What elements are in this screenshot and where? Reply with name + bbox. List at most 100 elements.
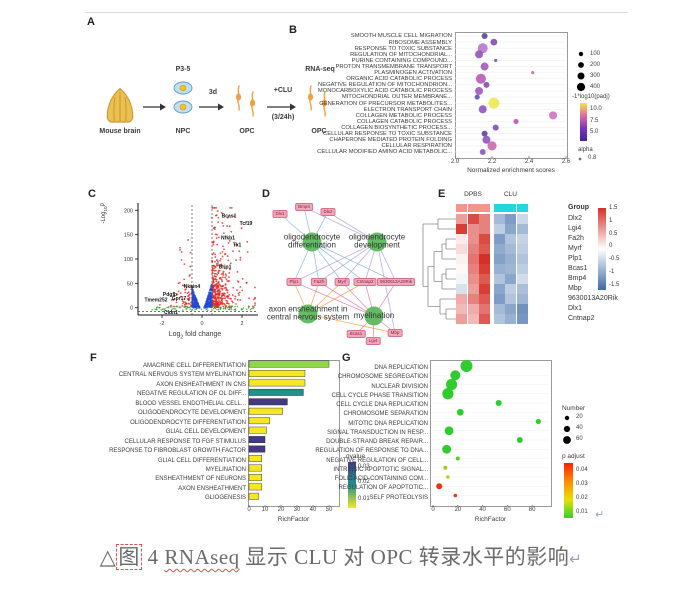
panel-g-xtick: 60 [504, 507, 511, 513]
group-annotation-cell [479, 204, 490, 212]
qvalue-legend-title: qvalue [346, 453, 366, 460]
richfactor-dot [442, 444, 452, 454]
svg-text:150: 150 [124, 233, 133, 239]
colorbar-tick: 7.5 [590, 118, 599, 124]
enrichment-term-label: REGULATION OF MITOCHONDRIAL... [350, 51, 452, 58]
step-label-opc-2: OPC [311, 128, 327, 135]
richfactor-dot [495, 400, 502, 406]
svg-text:50: 50 [127, 281, 133, 287]
volcano-gene-label: Nkain4 [184, 284, 201, 290]
arrow-icon [267, 103, 296, 111]
enrichment-dot [481, 33, 488, 39]
richfactor-dot [535, 418, 541, 425]
panel-a-label: A [87, 16, 95, 28]
step-label-mouse-brain: Mouse brain [99, 128, 141, 135]
heatmap-cell [456, 304, 467, 314]
go-term-node [302, 232, 322, 252]
enrichment-dot [487, 141, 497, 151]
size-legend-value: 100 [590, 51, 601, 57]
panel-f-xtick: 30 [293, 507, 301, 513]
panel-f-barchart: F AMACRINE CELL DIFFERENTIATION CENTRAL N… [88, 350, 388, 528]
arrow-icon [199, 103, 224, 111]
heatmap-cell [456, 294, 467, 304]
group-annotation-cell [456, 204, 467, 212]
heatmap-row-label: Lgi4 [568, 225, 582, 232]
pathway-label: AXON ENSHEATHMENT [178, 485, 246, 492]
pathway-label: NEGATIVE REGULATION OF OL DIFF... [137, 391, 246, 398]
volcano-gene-label: Cldn1 [164, 310, 178, 316]
annotation-3d: 3d [208, 89, 218, 96]
heatmap-cell [505, 264, 516, 274]
panel-f-xtick: 10 [261, 507, 269, 513]
caption-return-mark: ↵ [569, 550, 583, 568]
heatmap-cell [479, 294, 490, 304]
panel-b-label: B [289, 24, 297, 36]
richfactor-dot [446, 475, 450, 479]
heatmap-cell [516, 264, 528, 274]
group-annotation-cell [467, 204, 479, 212]
enrichment-term-label: COLLAGEN CATABOLIC PROCESS [356, 118, 452, 125]
go-category-label: SIGNAL TRANSDUCTION IN RESP... [327, 429, 428, 436]
go-term-label: oligodendrocyte differentiation [283, 232, 341, 250]
heatmap-cell [516, 304, 528, 314]
pathway-label: OLIGODENDROCYTE DIFFERENTIATION [130, 419, 246, 426]
richfactor-bar [248, 360, 330, 368]
heatmap-cell [493, 254, 505, 264]
go-category-label: MITOTIC DNA REPLICATION [348, 420, 428, 427]
heatmap-cell [516, 234, 528, 244]
padjust-tick: 0.03 [576, 481, 588, 487]
panel-a-workflow: A Mouse brain P3-5 NPC 3d [85, 16, 335, 176]
panel-g-dots [432, 360, 548, 506]
panel-c-yaxis-title: -Log10P [101, 202, 109, 224]
richfactor-dot [436, 483, 443, 490]
heatmap-cell [479, 254, 490, 264]
padjust-tick: 0.01 [576, 509, 588, 515]
size-legend-value: 200 [590, 62, 601, 68]
pathway-label: CELLULAR RESPONSE TO FGF STIMULUS [124, 438, 246, 445]
heatmap-cell [493, 264, 505, 274]
npc-cells-icon [173, 81, 193, 114]
panel-e-label: E [438, 188, 446, 200]
panel-f-xtick: 50 [325, 507, 333, 513]
panel-b-xtick: 2.6 [561, 159, 571, 165]
pathway-label: AMACRINE CELL DIFFERENTIATION [142, 363, 246, 369]
heatmap-cell [479, 224, 490, 234]
panel-f-xtick: 0 [247, 507, 251, 513]
go-term-node [298, 304, 318, 324]
caption-rnaseq: RNAseq [164, 545, 240, 569]
panel-b-xtick: 2.4 [524, 159, 534, 165]
heatmap-colorbar-tick: -0.5 [609, 256, 620, 263]
panel-b-xtick: 2.2 [487, 159, 497, 165]
richfactor-dot [442, 388, 454, 400]
go-term-label: axon ensheathment in central nervous sys… [266, 304, 350, 322]
panel-c-volcano: C 0 50 100 150 200 -2 0 2 Bcas1 Tcf19 Nfkb1 Tk1 Brip… [85, 185, 280, 347]
heatmap-row-label: Bcas1 [568, 265, 588, 272]
enrichment-dot [482, 135, 491, 144]
heatmap-cell [456, 214, 467, 224]
go-category-label: NUCLEAR DIVISION [371, 383, 428, 390]
panel-b-xaxis-title: Normalized enrichment scores [467, 167, 555, 174]
padjust-tick: 0.04 [576, 467, 588, 473]
panel-b-dots [455, 33, 567, 158]
heatmap-cell [479, 274, 490, 284]
heatmap-group-clu: CLU [503, 191, 517, 198]
go-category-label: REGULATION OF RESPONSE TO DNA... [315, 448, 428, 455]
gene-node: Dlx2 [320, 208, 336, 216]
panel-g-dotplot: G DNA REPLICATION CHROMOSOME SEGREGATION N… [310, 350, 682, 530]
heatmap-cell [467, 214, 479, 224]
heatmap-cell [479, 234, 490, 244]
richfactor-bar [248, 370, 306, 377]
enrichment-dot [478, 105, 487, 114]
svg-text:200: 200 [124, 208, 133, 214]
heatmap-colorbar-tick: 0.5 [609, 230, 618, 237]
gene-node: Dlx1 [272, 210, 288, 218]
pathway-label: OLIGODENDROCYTE DEVELOPMENT [137, 410, 246, 417]
number-legend-value: 60 [576, 436, 583, 442]
panel-e-heatmap: E DPBS CLU Group Dlx2 Lgi4 Fa2h Myrf Plp1 Bcas1… [420, 188, 682, 346]
panel-f-xaxis-title: RichFactor [277, 516, 310, 523]
heatmap-cell [467, 314, 479, 324]
richfactor-bar [248, 483, 263, 491]
volcano-gene-label: Tcf19 [240, 221, 253, 227]
heatmap-colorbar-tick: 1 [609, 217, 613, 224]
richfactor-bar [248, 379, 306, 387]
